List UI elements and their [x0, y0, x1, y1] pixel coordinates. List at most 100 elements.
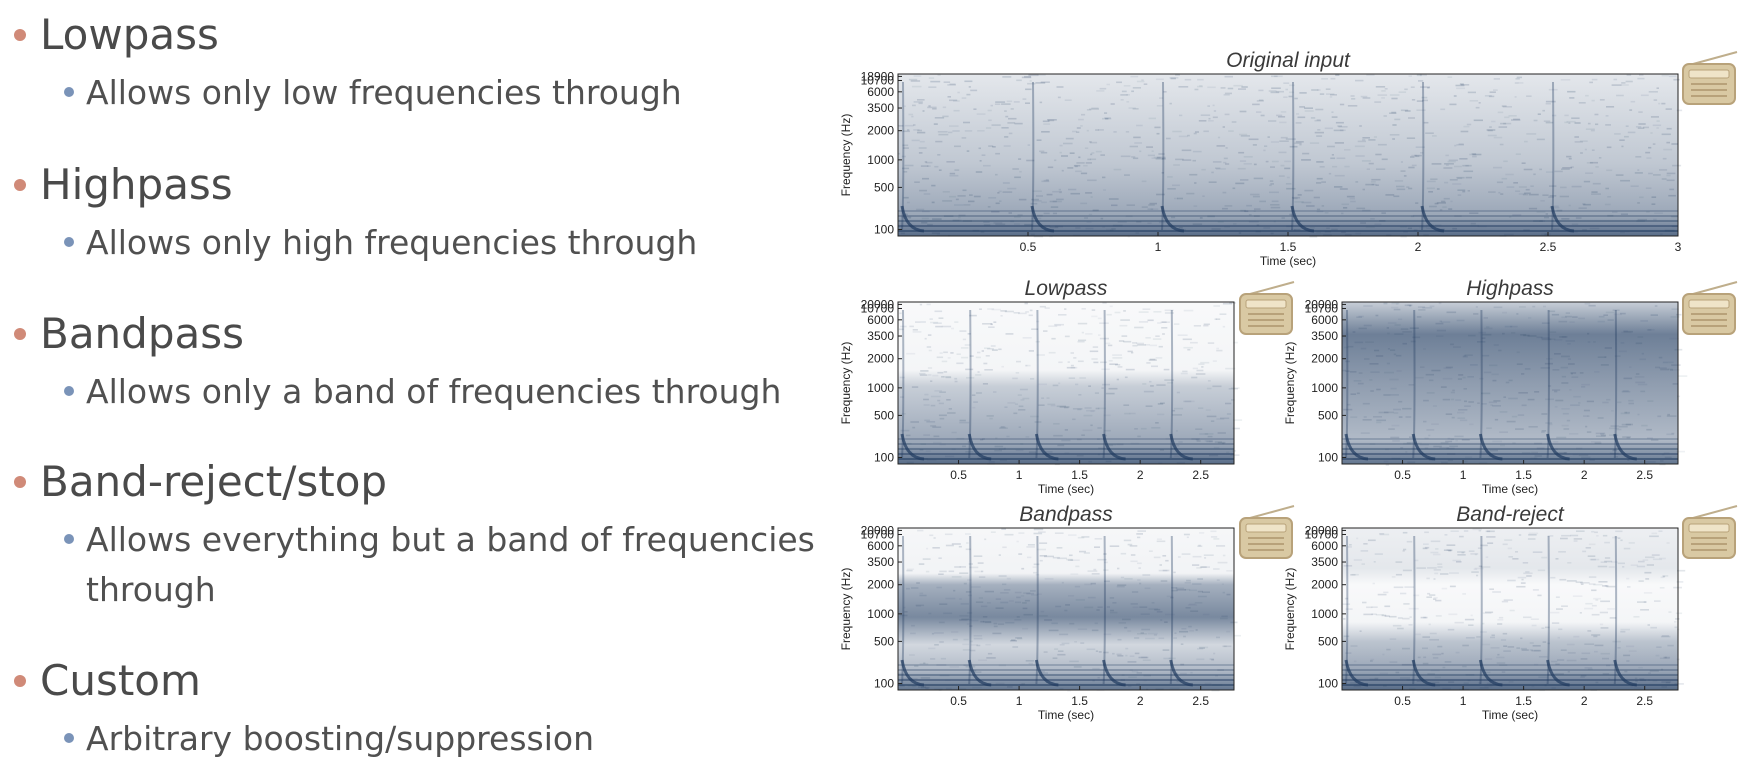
spectrogram-texture: [1180, 663, 1185, 666]
spectrogram-texture: [1152, 338, 1162, 340]
spectrogram-texture: [1484, 95, 1492, 97]
spectrogram-texture: [1386, 362, 1390, 365]
note-onset-curve: [1344, 659, 1369, 687]
spectrogram-texture: [1357, 140, 1366, 143]
spectrogram-texture: [1516, 76, 1522, 79]
spectrogram-texture: [1103, 651, 1109, 654]
spectrogram-texture: [1394, 180, 1404, 182]
spectrogram-texture: [1310, 117, 1316, 119]
spectrogram-texture: [999, 426, 1007, 429]
spectrogram-texture: [1161, 172, 1164, 174]
spectrogram-texture: [976, 113, 986, 115]
spectrogram-texture: [1098, 447, 1106, 449]
spectrogram-texture: [1028, 74, 1039, 77]
spectrogram-texture: [1220, 87, 1226, 89]
spectrogram-texture: [1470, 364, 1478, 366]
spectrogram-texture: [1609, 617, 1617, 619]
spectrogram-texture: [1402, 407, 1412, 410]
spectrogram-texture: [1106, 313, 1112, 316]
spectrogram-texture: [1019, 170, 1022, 173]
spectrogram-texture: [1615, 530, 1623, 533]
spectrogram-texture: [1622, 436, 1631, 438]
spectrogram-texture: [1283, 82, 1290, 84]
spectrogram-texture: [1054, 225, 1063, 228]
spectrogram-texture: [1520, 647, 1527, 650]
spectrogram-texture: [1561, 316, 1567, 319]
spectrogram-texture: [1554, 353, 1561, 355]
spectrogram-texture: [989, 417, 993, 420]
spectrogram-texture: [919, 372, 926, 375]
note-onset: [1345, 309, 1349, 459]
spectrogram-texture: [1045, 179, 1049, 181]
y-tick-label: 10700: [861, 527, 895, 541]
spectrogram-texture: [1146, 362, 1151, 364]
x-tick-label: 1: [1016, 694, 1023, 708]
spectrogram-texture: [1365, 226, 1375, 228]
spectrogram-texture: [1635, 680, 1638, 682]
spectrogram-texture: [1343, 565, 1353, 567]
spectrogram-texture: [1411, 99, 1416, 101]
spectrogram-texture: [1591, 613, 1600, 616]
spectrogram-texture: [1067, 690, 1071, 692]
spectrogram-texture: [1674, 683, 1684, 685]
spectrogram-texture: [1365, 341, 1374, 343]
spectrogram-texture: [995, 437, 998, 439]
note-onset-curve: [967, 433, 992, 461]
spectrogram-texture: [1129, 655, 1135, 657]
spectrogram-texture: [1108, 387, 1118, 390]
spectrogram-texture: [1547, 535, 1554, 537]
note-onset: [1412, 309, 1416, 459]
spectrogram-texture: [962, 649, 970, 651]
spectrogram-texture: [1531, 649, 1542, 652]
spectrogram-texture: [906, 352, 916, 355]
spectrogram-texture: [1567, 90, 1576, 93]
sub-bullet: Allows only high frequencies through: [64, 218, 697, 268]
spectrogram-texture: [1106, 83, 1110, 86]
spectrogram-texture: [1478, 682, 1482, 684]
spectrogram-texture: [1059, 644, 1065, 646]
spectrogram-texture: [1435, 615, 1442, 617]
spectrogram-texture: [1584, 643, 1595, 645]
spectrogram-texture: [933, 435, 940, 438]
spectrogram-texture: [1508, 681, 1514, 683]
spectrogram-texture: [1158, 153, 1165, 155]
spectrogram-texture: [1674, 626, 1678, 629]
spectrogram-texture: [1646, 157, 1652, 159]
spectrogram-texture: [1630, 100, 1636, 103]
spectrogram-texture: [1223, 161, 1227, 164]
spectrogram-texture: [1483, 671, 1491, 674]
spectrogram-texture: [1646, 329, 1652, 331]
spectrogram-texture: [1059, 191, 1062, 194]
spectrogram-texture: [1373, 561, 1376, 563]
spectrogram-texture: [1022, 627, 1029, 630]
spectrogram-texture: [1563, 452, 1568, 454]
spectrogram-texture: [1457, 194, 1462, 196]
spectrogram-texture: [997, 192, 1000, 194]
spectrogram-texture: [1162, 649, 1170, 651]
spectrogram-texture: [1387, 348, 1390, 350]
spectrogram-texture: [919, 663, 929, 665]
spectrogram-texture: [911, 139, 920, 142]
spectrogram-texture: [1165, 559, 1169, 562]
spectrogram-texture: [1630, 685, 1633, 688]
spectrogram-texture: [1395, 671, 1400, 674]
spectrogram-texture: [1661, 133, 1671, 136]
note-onset-curve: [1169, 433, 1193, 461]
spectrogram-texture: [1178, 227, 1183, 229]
spectrogram-texture: [1427, 673, 1435, 675]
spectrogram-texture: [1396, 370, 1402, 372]
spectrogram-texture: [1437, 645, 1443, 648]
spectrogram-texture: [1670, 369, 1673, 371]
spectrogram-texture: [1143, 83, 1148, 85]
spectrogram-texture: [1154, 126, 1161, 129]
spectrogram-texture: [1240, 209, 1246, 212]
spectrogram-texture: [939, 641, 944, 643]
spectrogram-texture: [1145, 337, 1151, 339]
spectrogram-texture: [1110, 611, 1118, 614]
spectrogram-texture: [1126, 94, 1130, 96]
spectrogram-texture: [1162, 333, 1165, 335]
spectrogram-texture: [1604, 541, 1610, 544]
spectrogram-texture: [947, 96, 951, 98]
spectrogram-texture: [1614, 456, 1618, 458]
spectrogram-texture: [1410, 86, 1415, 88]
